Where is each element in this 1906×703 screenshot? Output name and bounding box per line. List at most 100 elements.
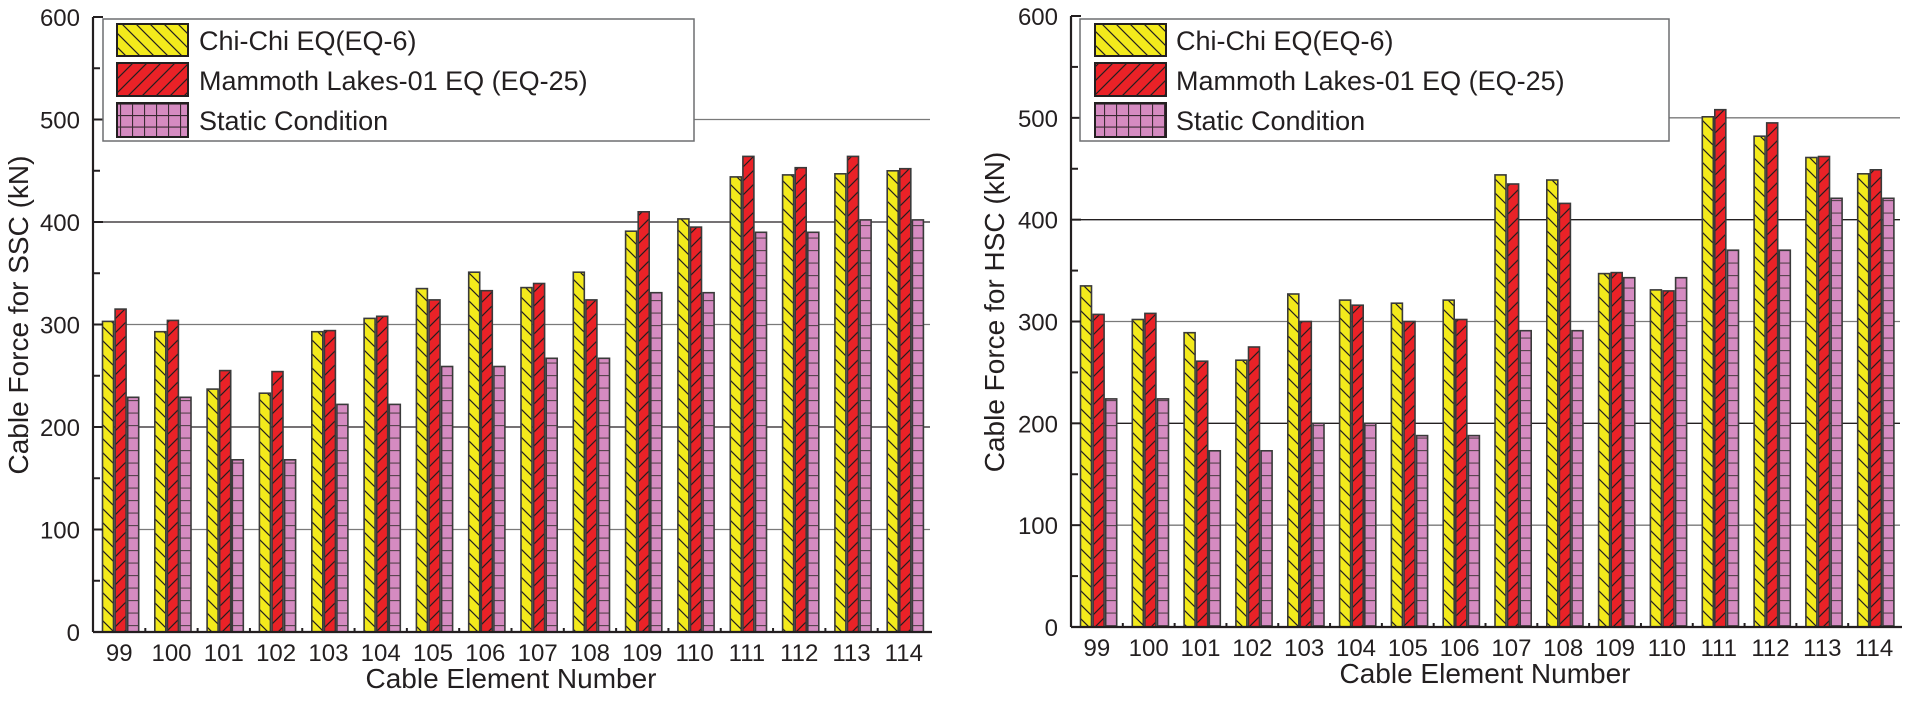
bar-mammoth-99 <box>1092 313 1105 628</box>
bar-static-111 <box>1726 249 1740 628</box>
y-tick-label: 500 <box>1018 106 1058 133</box>
legend-item-chi-chi: Chi-Chi EQ(EQ-6) <box>116 23 417 57</box>
bar-chi-chi-113 <box>1805 156 1818 628</box>
bar-chi-chi-112 <box>781 174 795 633</box>
x-tick-label: 101 <box>1180 635 1220 662</box>
bar-mammoth-101 <box>1195 360 1209 628</box>
x-tick-label: 108 <box>1543 635 1583 662</box>
bar-mammoth-108 <box>1558 202 1572 628</box>
x-tick-label: 104 <box>361 640 401 667</box>
bar-static-108 <box>597 357 611 633</box>
bar-mammoth-111 <box>742 155 755 633</box>
y-tick-label: 400 <box>1018 208 1058 235</box>
bar-mammoth-110 <box>1662 290 1675 628</box>
bar-mammoth-108 <box>585 299 598 633</box>
axes <box>91 16 932 634</box>
bar-chi-chi-107 <box>520 286 533 633</box>
y-tick-label: 600 <box>40 5 80 32</box>
legend-swatch-mammoth <box>116 62 189 97</box>
legend-swatch-static <box>116 102 189 138</box>
bar-static-104 <box>1364 422 1377 628</box>
bar-chi-chi-108 <box>572 271 586 633</box>
bar-chi-chi-106 <box>467 271 481 633</box>
legend-swatch-chi-chi <box>116 23 189 57</box>
legend-item-static: Static Condition <box>116 102 388 138</box>
bar-static-99 <box>126 396 140 633</box>
x-tick-label: 105 <box>1388 635 1428 662</box>
x-tick-label: 111 <box>1700 635 1736 662</box>
bar-chi-chi-101 <box>206 388 219 633</box>
y-tick-label: 0 <box>67 620 80 647</box>
bar-mammoth-114 <box>898 167 912 633</box>
bar-static-109 <box>1623 276 1636 628</box>
y-tick-label: 100 <box>1018 513 1058 540</box>
legend-label-static: Static Condition <box>199 106 388 136</box>
bar-static-112 <box>1778 249 1792 628</box>
x-tick-label: 106 <box>1440 635 1480 662</box>
legend-swatch-mammoth <box>1094 62 1167 97</box>
bar-mammoth-106 <box>1455 318 1468 628</box>
legend-item-mammoth: Mammoth Lakes-01 EQ (EQ-25) <box>116 62 588 97</box>
x-tick-label: 113 <box>1803 635 1841 662</box>
bar-static-101 <box>231 458 245 633</box>
bar-mammoth-101 <box>218 369 232 633</box>
bars <box>101 155 925 633</box>
bar-mammoth-104 <box>375 315 389 633</box>
legend-swatch-chi-chi <box>1094 23 1167 57</box>
bar-static-100 <box>1156 398 1170 628</box>
y-tick-label: 100 <box>40 518 80 545</box>
bar-static-107 <box>545 357 559 633</box>
legend-label-chi-chi: Chi-Chi EQ(EQ-6) <box>199 26 417 56</box>
x-tick-label: 107 <box>1491 635 1531 662</box>
x-tick-labels: 99 100 101 102 103 104 105 106 107 108 109 110 111 11… <box>1084 635 1894 662</box>
chart-hsc: 0 100 200 300 400 500 600 99 100 101 102 103 104 105… <box>979 4 1902 689</box>
x-tick-labels: 99 100 101 102 103 104 105 106 107 108 109 110 111 11… <box>106 640 923 667</box>
x-tick-label: 99 <box>106 640 133 667</box>
x-tick-label: 109 <box>622 640 662 667</box>
y-tick-label: 0 <box>1045 615 1058 642</box>
y-tick-label: 500 <box>40 108 80 135</box>
legend-box <box>1079 18 1670 142</box>
bar-mammoth-100 <box>166 319 180 633</box>
bar-chi-chi-101 <box>1183 331 1196 628</box>
legend: Chi-Chi EQ(EQ-6) Mammoth Lakes-01 EQ (EQ… <box>102 18 695 142</box>
legend: Chi-Chi EQ(EQ-6) Mammoth Lakes-01 EQ (EQ… <box>1079 18 1670 142</box>
bar-static-106 <box>1467 434 1481 628</box>
bar-static-102 <box>1260 449 1273 628</box>
x-tick-label: 108 <box>570 640 610 667</box>
bar-static-103 <box>336 403 349 633</box>
bar-static-108 <box>1571 329 1584 628</box>
y-tick-label: 200 <box>40 415 80 442</box>
bar-chi-chi-103 <box>1287 293 1300 628</box>
x-tick-label: 103 <box>1284 635 1324 662</box>
legend-label-static: Static Condition <box>1176 106 1365 136</box>
bar-chi-chi-100 <box>154 330 167 633</box>
bar-chi-chi-105 <box>415 287 429 633</box>
axes <box>1069 15 1902 629</box>
x-tick-label: 102 <box>256 640 296 667</box>
y-tick-label: 200 <box>1018 411 1058 438</box>
bar-chi-chi-100 <box>1131 318 1145 628</box>
bar-mammoth-111 <box>1714 108 1727 628</box>
bar-chi-chi-99 <box>1079 285 1093 628</box>
bar-mammoth-107 <box>1506 183 1520 628</box>
bar-mammoth-112 <box>794 166 808 633</box>
bar-static-99 <box>1104 398 1118 628</box>
bar-chi-chi-108 <box>1546 179 1559 628</box>
legend-label-chi-chi: Chi-Chi EQ(EQ-6) <box>1176 26 1394 56</box>
x-tick-label: 107 <box>518 640 558 667</box>
y-tick-labels: 0 100 200 300 400 500 600 <box>40 5 80 647</box>
x-tick-label: 113 <box>832 640 870 667</box>
bar-chi-chi-114 <box>1856 173 1870 628</box>
bar-chi-chi-111 <box>1701 116 1715 628</box>
bar-static-100 <box>179 396 192 633</box>
x-tick-label: 99 <box>1084 635 1111 662</box>
x-tick-label: 100 <box>1129 635 1169 662</box>
legend-swatch-static <box>1094 102 1167 138</box>
bar-static-113 <box>1830 197 1843 628</box>
x-tick-label: 103 <box>308 640 348 667</box>
x-tick-label: 104 <box>1336 635 1376 662</box>
y-tick-label: 400 <box>40 210 80 237</box>
bar-static-109 <box>649 291 663 633</box>
